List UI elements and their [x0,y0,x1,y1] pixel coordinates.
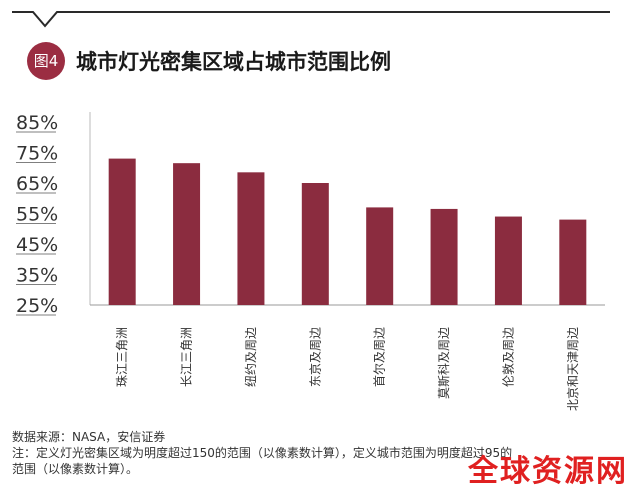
definition-note-line2: 范围（以像素数计算）。 [12,462,139,476]
x-category-label: 东京及周边 [308,327,322,387]
bar [173,163,201,305]
bar [430,208,458,305]
bar [237,172,265,305]
figure-badge [27,42,65,80]
x-category-label: 伦敦及周边 [500,327,515,387]
figure-badge-label: 图4 [34,52,59,70]
x-category-label: 纽约及周边 [243,327,258,387]
y-tick-label: 65% [16,173,58,195]
chart-title: 城市灯光密集区域占城市范围比例 [76,50,391,74]
x-category-label: 莫斯科及周边 [437,327,451,399]
y-tick-label: 75% [16,143,58,165]
source-note: 数据来源：NASA，安信证券 [12,430,166,444]
bar [108,158,136,305]
y-tick-label: 45% [16,234,58,256]
bar [301,183,329,305]
watermark-logo: 全球资源网 [468,454,628,489]
plot-area: 85% 75% 65% 55% 45% 35% 25% 珠江三角洲 长江三角洲 纽约及周边 东京及周… [16,112,605,411]
x-category-label: 珠江三角洲 [115,327,129,387]
definition-note-line1: 注：定义灯光密集区域为明度超过150的范围（以像素数计算），定义城市范围为明度超… [12,446,513,460]
bar [494,216,522,305]
bar [366,207,394,305]
y-tick-label: 35% [16,265,58,287]
x-category-label: 长江三角洲 [180,327,194,387]
x-category-label: 北京和天津周边 [566,327,580,411]
y-tick-label: 85% [16,112,58,134]
y-tick-label: 25% [16,295,58,317]
top-rule [12,11,610,28]
y-tick-label: 55% [16,204,58,226]
x-category-label: 首尔及周边 [372,327,387,387]
bar [559,219,587,305]
